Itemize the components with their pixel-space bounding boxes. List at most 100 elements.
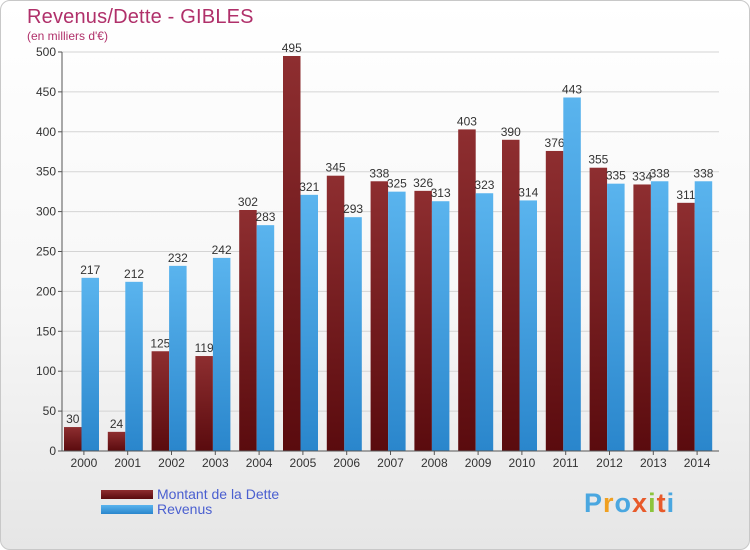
y-tick-label: 450 (36, 85, 56, 99)
bar-revenus (300, 194, 318, 452)
data-label-revenus: 232 (168, 251, 188, 265)
logo-letter: x (632, 488, 649, 518)
bar-revenus (694, 181, 713, 451)
bar-revenus (81, 277, 99, 451)
legend-label-revenus: Revenus (157, 501, 213, 517)
bar-dette (195, 356, 213, 451)
x-tick-label: 2011 (553, 456, 579, 470)
logo-letter: r (603, 488, 615, 518)
bar-revenus (650, 181, 669, 451)
bar-dette (239, 210, 257, 451)
data-label-dette: 495 (282, 41, 302, 55)
bar-dette (107, 431, 126, 451)
data-label-dette: 119 (195, 341, 214, 355)
data-label-dette: 302 (238, 195, 258, 209)
x-tick-label: 2004 (246, 456, 273, 470)
y-tick-label: 200 (36, 284, 56, 298)
bar-dette (502, 139, 520, 451)
bar-revenus (431, 201, 450, 451)
y-tick-label: 400 (36, 125, 56, 139)
bar-revenus (607, 183, 625, 452)
bar-revenus (344, 217, 362, 451)
x-tick-label: 2000 (71, 456, 98, 470)
data-label-dette: 334 (632, 169, 652, 183)
data-label-revenus: 325 (387, 177, 407, 191)
data-label-revenus: 443 (562, 82, 582, 96)
logo-letter: P (584, 488, 604, 518)
x-tick-label: 2010 (509, 456, 536, 470)
x-tick-label: 2013 (640, 456, 667, 470)
x-tick-label: 2001 (114, 456, 141, 470)
bar-revenus (125, 281, 143, 451)
data-label-revenus: 335 (606, 169, 626, 183)
y-tick-label: 500 (36, 45, 56, 59)
data-label-dette: 403 (457, 114, 477, 128)
bar-revenus (563, 97, 581, 452)
bar-dette (589, 167, 608, 451)
legend-swatch-dette (101, 490, 153, 499)
data-label-dette: 345 (326, 161, 346, 175)
data-label-dette: 30 (66, 412, 80, 426)
logo-letter: i (648, 488, 657, 518)
bar-revenus (169, 265, 187, 451)
x-tick-label: 2009 (465, 456, 492, 470)
data-label-revenus: 217 (80, 263, 100, 277)
y-tick-label: 300 (36, 205, 56, 219)
y-tick-label: 150 (36, 324, 56, 338)
chart-legend: Montant de la Dette Revenus (101, 487, 279, 517)
data-label-dette: 125 (150, 336, 170, 350)
y-tick-label: 100 (36, 364, 56, 378)
legend-item-revenus: Revenus (101, 502, 279, 517)
x-tick-label: 2002 (158, 456, 185, 470)
data-label-dette: 24 (110, 417, 124, 431)
data-label-dette: 311 (676, 188, 695, 202)
data-label-revenus: 338 (650, 166, 670, 180)
data-label-dette: 376 (545, 136, 565, 150)
proxiti-logo: Proxiti (584, 488, 675, 519)
legend-swatch-revenus (101, 505, 153, 514)
data-label-revenus: 313 (431, 186, 451, 200)
data-label-revenus: 321 (299, 180, 319, 194)
logo-letter: i (666, 488, 676, 518)
chart-subtitle: (en milliers d'€) (27, 29, 108, 43)
data-label-revenus: 212 (124, 267, 144, 281)
y-tick-label: 350 (36, 165, 56, 179)
data-label-revenus: 323 (474, 178, 494, 192)
y-tick-label: 250 (36, 245, 56, 259)
x-tick-label: 2006 (333, 456, 360, 470)
bar-dette (151, 351, 170, 451)
bar-dette (414, 190, 432, 452)
bar-revenus (256, 225, 275, 451)
bar-revenus (212, 257, 231, 451)
logo-letter: o (614, 488, 633, 518)
chart-title: Revenus/Dette - GIBLES (27, 6, 254, 28)
bar-revenus (519, 200, 537, 451)
x-tick-label: 2014 (684, 456, 711, 470)
bar-revenus (388, 191, 406, 451)
bar-dette (283, 55, 301, 452)
data-label-revenus: 314 (518, 185, 538, 199)
data-label-dette: 355 (588, 153, 608, 167)
data-label-dette: 390 (501, 125, 521, 139)
data-label-dette: 326 (413, 176, 433, 190)
x-tick-label: 2012 (596, 456, 623, 470)
logo-letter: t (656, 488, 667, 518)
bar-dette (545, 150, 564, 451)
y-tick-label: 0 (49, 444, 56, 458)
y-tick-label: 50 (43, 404, 57, 418)
data-label-revenus: 283 (255, 210, 275, 224)
legend-label-dette: Montant de la Dette (157, 486, 280, 502)
data-label-revenus: 293 (343, 202, 363, 216)
bar-dette (370, 181, 389, 451)
data-label-revenus: 338 (693, 166, 713, 180)
data-label-revenus: 242 (212, 243, 232, 257)
bar-revenus (475, 193, 494, 451)
legend-item-dette: Montant de la Dette (101, 487, 279, 502)
bar-dette (326, 175, 345, 451)
x-tick-label: 2008 (421, 456, 448, 470)
x-tick-label: 2003 (202, 456, 229, 470)
bar-dette (633, 184, 651, 451)
x-tick-label: 2007 (377, 456, 404, 470)
